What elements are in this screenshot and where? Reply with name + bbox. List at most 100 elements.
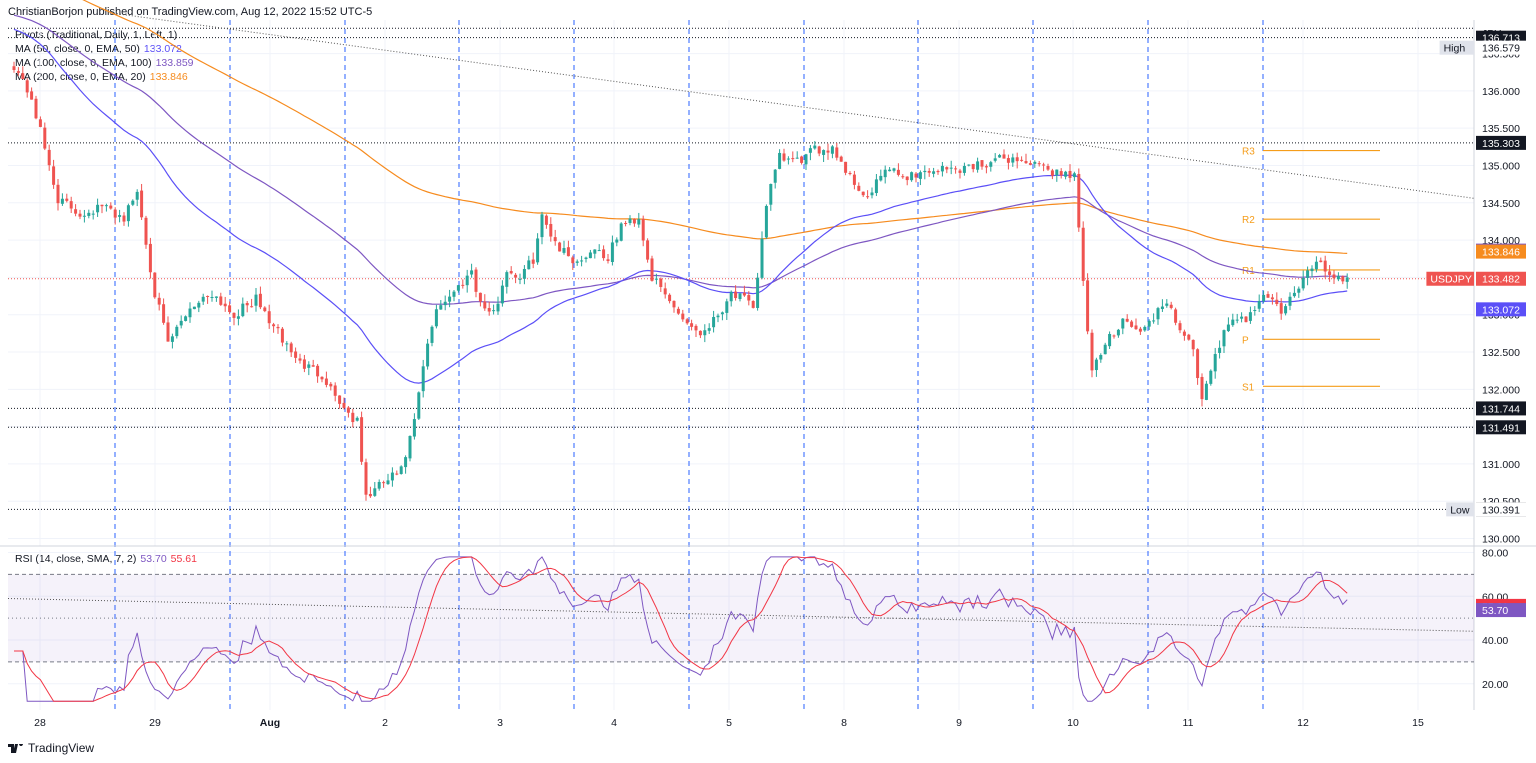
- candle: [245, 303, 249, 306]
- candle: [1204, 383, 1208, 400]
- candle: [1244, 316, 1248, 323]
- pivot-label-s1: S1: [1242, 382, 1255, 393]
- candle: [60, 198, 64, 204]
- candle: [307, 364, 311, 368]
- price-tag-bg: [1476, 502, 1526, 517]
- candle: [302, 359, 306, 369]
- candle: [188, 308, 192, 318]
- candle: [901, 176, 905, 178]
- candle: [52, 166, 56, 185]
- price-tag-label-bg: [1439, 40, 1474, 55]
- candle: [214, 296, 218, 298]
- candle: [162, 304, 166, 323]
- candle: [338, 395, 342, 404]
- candle: [1341, 276, 1345, 282]
- candle: [1042, 164, 1046, 166]
- candle: [478, 292, 482, 302]
- candle: [364, 462, 368, 495]
- candle: [140, 190, 144, 218]
- ma50-line: [13, 28, 1348, 384]
- candle: [21, 73, 25, 80]
- candle: [509, 271, 513, 274]
- candle: [769, 183, 773, 205]
- legend-rsi-label: RSI (14, close, SMA, 7, 2): [15, 553, 137, 565]
- candle: [170, 336, 174, 342]
- candle: [1178, 323, 1182, 331]
- rsi-tick-label: 80.00: [1482, 548, 1508, 560]
- candle: [663, 288, 667, 295]
- y-tick-label: 135.000: [1482, 160, 1520, 172]
- candle: [725, 301, 729, 313]
- y-tick-label: 134.500: [1482, 198, 1520, 210]
- candle: [1156, 308, 1160, 320]
- y-tick-label: 136.000: [1482, 86, 1520, 98]
- candle: [945, 167, 949, 170]
- candle: [835, 147, 839, 158]
- y-tick-label: 132.000: [1482, 384, 1520, 396]
- candle: [659, 278, 663, 287]
- candle: [1174, 309, 1178, 323]
- candle: [624, 222, 628, 224]
- rsi-tick-label: 20.00: [1482, 679, 1508, 691]
- trendline: [107, 12, 1475, 199]
- price-tag: 131.491: [1482, 422, 1520, 434]
- candle: [135, 191, 139, 200]
- candle: [760, 238, 764, 278]
- candle: [316, 365, 320, 377]
- x-tick-label: 29: [149, 717, 161, 729]
- candles: [12, 61, 1349, 501]
- candle: [1275, 299, 1279, 304]
- candle: [1138, 328, 1142, 332]
- candle: [12, 66, 16, 70]
- price-tag-bg: [1476, 40, 1526, 55]
- candle: [285, 343, 289, 345]
- legend-ma50: MA (50, close, 0, EMA, 50) 133.072: [15, 43, 182, 55]
- candle: [43, 127, 47, 149]
- candle: [399, 466, 403, 474]
- candle: [210, 296, 214, 298]
- candle: [294, 351, 298, 358]
- candle: [1310, 268, 1314, 272]
- grid: [8, 20, 1474, 710]
- candle: [1033, 161, 1037, 164]
- price-tag: 133.482: [1482, 274, 1520, 286]
- candle: [1020, 159, 1024, 161]
- candle: [232, 312, 236, 318]
- price-tag: 133.072: [1482, 304, 1520, 316]
- candle: [47, 149, 51, 166]
- candle: [1064, 171, 1068, 177]
- candle: [800, 156, 804, 163]
- candle: [87, 212, 91, 216]
- candle: [685, 319, 689, 324]
- x-tick-label: 10: [1067, 717, 1079, 729]
- candle: [1068, 170, 1072, 178]
- candle: [1050, 170, 1054, 176]
- candle: [320, 376, 324, 380]
- candle: [1279, 303, 1283, 314]
- legend-rsi-value1: 53.70: [140, 553, 167, 565]
- candle: [201, 296, 205, 302]
- candle: [1270, 297, 1274, 300]
- candle: [1292, 292, 1296, 297]
- candle: [360, 417, 364, 462]
- candle: [417, 392, 421, 419]
- x-tick-label: 3: [497, 717, 503, 729]
- candle: [1130, 321, 1134, 327]
- candle: [148, 243, 152, 273]
- candle: [30, 91, 34, 100]
- candle: [166, 322, 170, 342]
- candle: [258, 293, 262, 308]
- y-tick-label: 131.000: [1482, 459, 1520, 471]
- legend-ma200-value: 133.846: [149, 71, 188, 83]
- price-tag-label: High: [1444, 43, 1466, 55]
- candle: [1086, 280, 1090, 332]
- legend-pivots-label: Pivots (Traditional, Daily, 1, Left, 1): [15, 29, 178, 41]
- candle: [342, 402, 346, 408]
- candle: [448, 296, 452, 302]
- candle: [1077, 173, 1081, 228]
- candle: [756, 277, 760, 308]
- candle: [861, 191, 865, 196]
- candle: [461, 284, 465, 286]
- candle: [1213, 354, 1217, 372]
